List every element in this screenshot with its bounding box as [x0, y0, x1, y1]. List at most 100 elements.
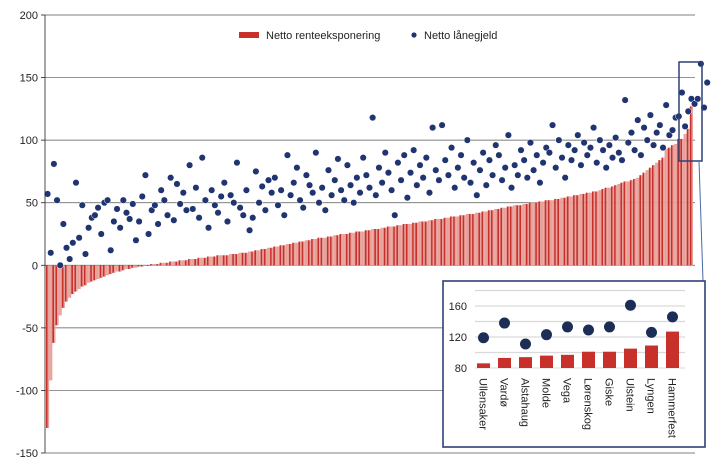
main-bar-highlight	[221, 255, 223, 266]
main-bar-highlight	[442, 218, 444, 266]
main-bar	[345, 234, 348, 266]
main-bar-highlight	[338, 235, 340, 266]
main-dot	[179, 189, 187, 197]
main-bar-highlight	[448, 217, 450, 266]
main-dot	[170, 216, 178, 224]
inset-bar	[603, 351, 616, 368]
main-bar	[210, 256, 212, 266]
main-bar-highlight	[394, 226, 397, 266]
inset-chart: 160 120 80 Ullensaker Vardø Alstahaug Molde Ve…	[442, 280, 706, 448]
main-bar-highlight	[369, 230, 372, 266]
main-bar	[77, 265, 80, 290]
main-bar	[140, 265, 143, 267]
main-bar-highlight	[388, 226, 391, 266]
main-bar	[355, 231, 358, 266]
main-bar-highlight	[243, 252, 245, 266]
main-bar-highlight	[145, 265, 147, 266]
main-bar-highlight	[230, 254, 233, 266]
main-bar	[557, 198, 560, 266]
main-bar-highlight	[151, 264, 154, 266]
main-dot	[612, 134, 620, 142]
main-bar	[229, 254, 231, 266]
main-bar-highlight	[656, 162, 659, 266]
main-bar-highlight	[199, 257, 201, 266]
main-bar-highlight	[410, 223, 413, 266]
main-bar-highlight	[562, 197, 564, 266]
main-dot	[343, 161, 351, 169]
main-bar-highlight	[451, 216, 454, 266]
main-dot	[132, 236, 140, 244]
main-bar-highlight	[278, 246, 280, 266]
main-y-tick-label: -100	[16, 385, 38, 397]
main-bar	[83, 265, 86, 286]
main-bar-highlight	[309, 240, 312, 266]
main-bar-highlight	[227, 255, 230, 266]
main-dot	[571, 146, 579, 154]
inset-bar	[624, 348, 637, 368]
main-bar-highlight	[136, 265, 138, 268]
main-bar	[188, 259, 190, 266]
main-bar	[197, 257, 200, 266]
main-bar	[610, 186, 613, 266]
main-bar-highlight	[678, 138, 681, 266]
main-dot	[574, 131, 582, 139]
main-bar	[661, 157, 664, 266]
main-dot	[157, 186, 165, 194]
main-bar-highlight	[618, 183, 621, 266]
main-dot	[520, 156, 528, 164]
main-bar	[686, 128, 689, 266]
main-bar-highlight	[218, 255, 220, 266]
main-bar	[165, 262, 168, 266]
main-bar-highlight	[467, 213, 469, 266]
inset-dots	[478, 299, 678, 350]
main-bar	[503, 207, 506, 266]
main-y-tick-label: 100	[20, 135, 38, 147]
main-dot	[312, 149, 320, 157]
main-bar	[386, 226, 389, 266]
main-bar	[592, 191, 594, 266]
main-bar	[421, 221, 424, 266]
main-bar-highlight	[612, 186, 615, 266]
main-bar-highlight	[603, 188, 605, 266]
main-bar-highlight	[293, 242, 296, 266]
main-dot	[539, 159, 547, 167]
main-dot	[444, 171, 452, 179]
main-dot	[615, 149, 623, 157]
main-bar	[405, 223, 408, 266]
main-dot	[103, 196, 112, 204]
legend-label-dot: Netto lånegjeld	[424, 30, 497, 42]
main-bar-highlight	[173, 261, 176, 266]
main-bar	[292, 242, 294, 266]
inset-dot	[520, 338, 531, 350]
main-bar	[614, 185, 616, 266]
main-bar	[664, 148, 667, 266]
main-bar	[468, 213, 471, 266]
main-dot	[359, 154, 367, 162]
main-bar-highlight	[385, 227, 387, 266]
main-bar-highlight	[682, 138, 684, 266]
main-bar-highlight	[265, 249, 267, 266]
main-bar	[191, 259, 193, 266]
inset-bar	[561, 354, 574, 368]
main-bar	[645, 170, 648, 266]
main-dot	[353, 174, 361, 182]
main-bar-highlight	[675, 143, 678, 266]
main-bar-highlight	[508, 206, 510, 266]
main-dot	[261, 206, 269, 214]
main-bar	[478, 212, 481, 266]
main-dot	[451, 184, 459, 192]
main-bar	[585, 192, 588, 266]
main-bar	[522, 203, 525, 266]
main-bar	[573, 195, 575, 266]
inset-category-label: Molde	[540, 378, 552, 408]
main-bar-highlight	[287, 244, 290, 266]
main-bar-highlight	[161, 262, 163, 266]
main-dot	[391, 211, 399, 219]
main-bar	[563, 197, 566, 266]
main-bar-highlight	[470, 213, 473, 266]
main-bar-highlight	[502, 207, 504, 266]
main-bar	[538, 201, 541, 266]
inset-bar	[477, 363, 490, 368]
main-bar-highlight	[360, 231, 362, 266]
main-dot	[268, 189, 276, 197]
